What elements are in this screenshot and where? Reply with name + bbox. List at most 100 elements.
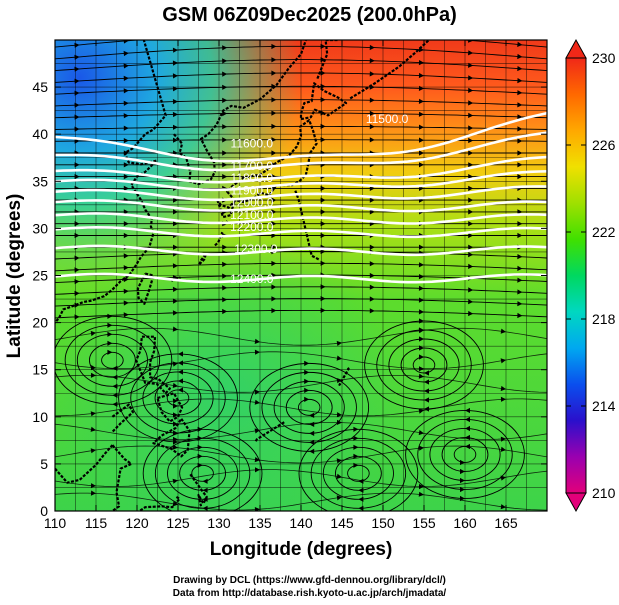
flow-arrow: [254, 338, 260, 344]
flow-arrow: [320, 307, 326, 313]
streamline: [55, 286, 547, 295]
flow-arrow: [358, 515, 363, 520]
flow-arrow: [468, 197, 474, 203]
eddy-streamline: [310, 437, 407, 509]
flow-arrow: [271, 260, 277, 267]
flow-arrow: [419, 137, 424, 143]
flow-arrow: [424, 388, 429, 394]
x-tick-label: 125: [166, 515, 190, 531]
eddy-streamline: [364, 320, 484, 410]
coastline: [349, 40, 430, 100]
footer-credit-dcl: Drawing by DCL (https://www.gfd-dennou.o…: [173, 575, 446, 586]
y-tick-label: 5: [40, 456, 48, 472]
flow-arrow: [74, 302, 80, 308]
coastline: [316, 40, 338, 80]
flow-arrow: [173, 35, 178, 40]
eddy-streamline: [191, 464, 214, 482]
flow-arrow: [90, 426, 96, 432]
flow-arrow: [222, 162, 228, 168]
plot-area: 11600.0 11700.011800.011900.012000.012100…: [55, 30, 547, 520]
flow-arrow: [500, 358, 506, 364]
flow-arrow: [419, 244, 424, 250]
flow-arrow: [222, 32, 227, 37]
flow-arrow: [517, 277, 523, 283]
flow-arrow: [172, 382, 178, 388]
flow-arrow: [468, 299, 474, 305]
contour-label: 12000.0: [230, 196, 274, 210]
flow-arrow: [320, 296, 326, 302]
flow-arrow: [271, 221, 277, 227]
flow-arrow: [222, 261, 228, 267]
flow-arrow: [304, 360, 310, 366]
flow-arrow: [418, 274, 424, 280]
flow-arrow: [320, 232, 326, 239]
height-contour: [55, 131, 547, 172]
x-axis-label: Longitude (degrees): [210, 539, 393, 560]
flow-arrow: [172, 326, 178, 332]
x-tick-label: 140: [289, 515, 313, 531]
x-tick-label: 145: [330, 515, 354, 531]
flow-arrow: [222, 45, 228, 51]
flow-arrow: [173, 221, 178, 227]
flow-arrow: [517, 254, 523, 260]
flow-arrow: [304, 396, 310, 402]
flow-arrow: [460, 486, 465, 493]
flow-arrow: [123, 288, 129, 294]
flow-arrow: [202, 478, 208, 484]
eddy-streamline: [142, 428, 263, 511]
flow-arrow: [271, 150, 277, 156]
x-tick-label: 155: [412, 515, 436, 531]
flow-arrow: [419, 124, 424, 130]
coastline: [138, 495, 181, 511]
flow-arrow: [358, 487, 364, 493]
flow-arrow: [172, 298, 178, 304]
flow-arrow: [271, 197, 277, 203]
flow-arrow: [369, 296, 375, 302]
flow-arrow: [468, 150, 474, 156]
flow-arrow: [107, 322, 113, 328]
flow-arrow: [271, 43, 277, 50]
flow-arrow: [320, 248, 326, 255]
flow-arrow: [107, 349, 113, 355]
y-tick-label: 30: [32, 220, 48, 236]
flow-arrow: [418, 373, 424, 379]
flow-arrow: [123, 150, 129, 156]
flow-arrow: [460, 468, 465, 475]
flow-arrow: [500, 436, 506, 442]
y-tick-label: 10: [32, 409, 48, 425]
flow-arrow: [517, 114, 523, 120]
flow-arrow: [197, 426, 203, 432]
flow-arrow: [500, 396, 506, 402]
flow-arrow: [90, 490, 96, 496]
flow-arrow: [468, 252, 474, 258]
contour-label: 11700.0: [231, 159, 274, 173]
flow-arrow: [500, 446, 506, 452]
flow-arrow: [74, 255, 80, 261]
flow-arrow: [123, 100, 129, 106]
flow-arrow: [123, 253, 129, 259]
flow-arrow: [321, 30, 326, 35]
streamline: [55, 309, 547, 319]
flow-arrow: [320, 57, 326, 63]
flow-arrow: [271, 83, 277, 89]
flow-arrow: [336, 495, 342, 501]
height-contour: [55, 170, 547, 192]
flow-arrow: [517, 66, 523, 72]
flow-arrow: [172, 444, 178, 450]
y-tick-label: 20: [32, 315, 48, 331]
y-tick-label: 0: [40, 503, 48, 519]
flow-arrow: [123, 162, 129, 168]
flow-arrow: [74, 314, 80, 320]
flow-arrow: [369, 44, 375, 51]
flow-arrow: [468, 244, 474, 250]
flow-arrow: [517, 78, 523, 84]
flow-arrow: [369, 58, 375, 64]
eddy-streamline: [154, 380, 202, 416]
flow-arrow: [112, 383, 118, 389]
flow-arrow: [369, 308, 375, 314]
flow-arrow: [353, 426, 359, 432]
flow-arrow: [90, 448, 96, 454]
colorbar-label: 214: [592, 398, 616, 414]
flow-arrow: [172, 478, 178, 484]
